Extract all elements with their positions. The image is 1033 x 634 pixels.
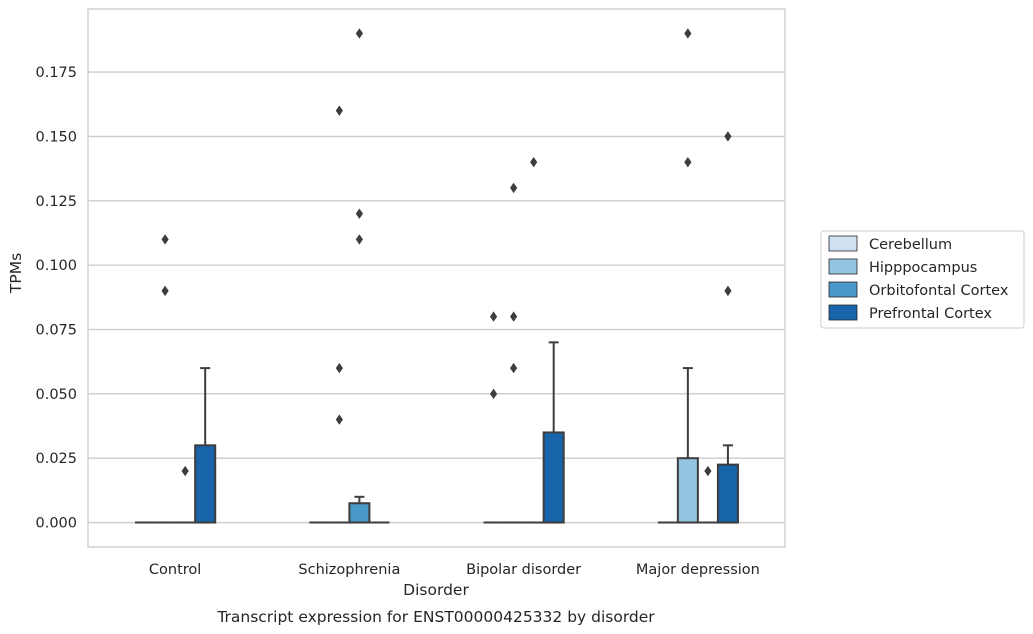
outlier-point <box>704 465 712 477</box>
outlier-point <box>510 362 518 374</box>
outlier-point <box>161 285 169 297</box>
box-group <box>194 367 217 524</box>
outlier-point <box>355 234 363 245</box>
x-tick-label: Control <box>149 562 201 578</box>
x-tick-label: Bipolar disorder <box>466 562 581 578</box>
x-tick-label: Major depression <box>636 562 760 578</box>
outlier-point <box>335 362 343 374</box>
y-tick-label: 0.125 <box>35 194 77 210</box>
legend-label: Orbitofontal Cortex <box>869 283 1009 299</box>
box-group <box>483 311 504 524</box>
box-group <box>503 182 524 524</box>
chart-caption: Transcript expression for ENST0000042533… <box>216 608 655 626</box>
box <box>676 457 699 524</box>
box-group <box>697 465 718 524</box>
outlier-point <box>335 414 343 425</box>
y-tick-label: 0.100 <box>35 258 77 274</box>
y-tick-label: 0.175 <box>35 65 77 81</box>
box <box>348 502 371 524</box>
outlier-point <box>355 208 363 219</box>
legend-label: Hipppocampus <box>869 260 977 276</box>
outlier-point <box>684 156 692 168</box>
x-axis-title: Disorder <box>403 581 469 599</box>
legend-swatch <box>828 304 858 321</box>
box-group <box>175 465 196 524</box>
outlier-point <box>181 465 189 477</box>
outlier-point <box>684 28 692 39</box>
box-group <box>676 28 699 524</box>
boxes <box>135 28 739 524</box>
legend-label: Cerebellum <box>869 237 952 253</box>
box-group <box>523 156 544 524</box>
box-group <box>348 28 371 524</box>
y-tick-label: 0.000 <box>35 516 77 532</box>
outlier-point <box>489 388 498 400</box>
legend-swatch <box>828 235 858 252</box>
y-tick-labels: 0.000 0.025 0.050 0.075 0.100 0.125 0.150 0.175 <box>35 65 77 531</box>
y-tick-label: 0.025 <box>35 451 77 467</box>
box <box>542 431 565 524</box>
outlier-point <box>335 105 343 116</box>
outlier-point <box>510 182 518 194</box>
y-tick-label: 0.075 <box>35 322 77 338</box>
legend-swatch <box>828 281 858 298</box>
legend-frame <box>820 230 1025 329</box>
box-group <box>542 341 565 524</box>
y-axis-title: TPMs <box>7 253 25 294</box>
y-tick-label: 0.150 <box>35 129 77 145</box>
legend: Cerebellum Hipppocampus Orbitofontal Corte… <box>820 230 1025 329</box>
outlier-point <box>530 156 538 168</box>
box <box>194 444 217 524</box>
x-tick-label: Schizophrenia <box>298 562 400 578</box>
box-group <box>716 131 739 524</box>
outlier-point <box>489 311 498 322</box>
box-group <box>155 234 176 524</box>
y-tick-label: 0.050 <box>35 387 77 403</box>
legend-swatch <box>828 258 858 275</box>
box <box>716 463 739 524</box>
outlier-point <box>724 285 732 297</box>
outlier-point <box>724 131 732 142</box>
legend-label: Prefrontal Cortex <box>869 306 992 322</box>
outlier-point <box>355 28 363 39</box>
x-tick-labels: Control Schizophrenia Bipolar disorder Majo… <box>149 562 760 578</box>
box-group <box>329 105 350 524</box>
outlier-point <box>161 234 169 245</box>
outlier-point <box>510 311 518 322</box>
